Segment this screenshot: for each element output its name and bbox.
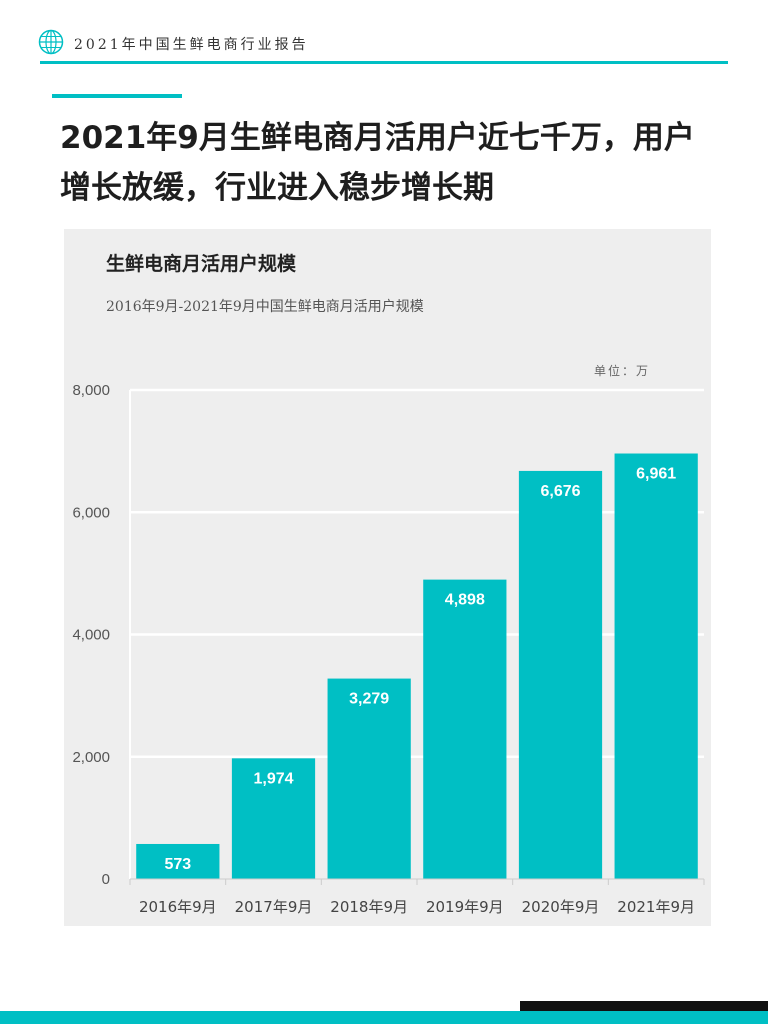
x-tick-label: 2016年9月 (139, 898, 217, 916)
chart-title: 生鲜电商月活用户规模 (106, 253, 297, 275)
y-tick-label: 2,000 (72, 749, 110, 766)
y-tick-label: 6,000 (72, 504, 110, 521)
bar (423, 579, 507, 879)
headline-accent-line (52, 94, 182, 98)
report-header: 2021年中国生鲜电商行业报告 (38, 26, 728, 62)
bar (327, 678, 411, 879)
bar-value-label: 1,974 (253, 770, 293, 787)
chart-subtitle: 2016年9月-2021年9月中国生鲜电商月活用户规模 (106, 299, 424, 315)
bar-value-label: 573 (164, 856, 191, 873)
y-tick-label: 4,000 (72, 627, 110, 644)
y-tick-label: 8,000 (72, 382, 110, 399)
footer-black-strip (520, 1001, 768, 1011)
x-tick-label: 2018年9月 (330, 898, 408, 916)
y-tick-label: 0 (102, 871, 110, 888)
x-tick-label: 2019年9月 (426, 898, 504, 916)
header-divider (40, 61, 728, 64)
bar-chart: 0 2,000 4,000 6,000 8,000 573 2016年9月 1,974 2017… (72, 382, 705, 916)
bar-value-label: 6,676 (540, 483, 580, 500)
bar (518, 470, 603, 879)
chart-panel: 生鲜电商月活用户规模 2016年9月-2021年9月中国生鲜电商月活用户规模 单… (64, 229, 711, 926)
bar (136, 843, 220, 879)
bar-value-label: 6,961 (636, 466, 676, 483)
bar-value-label: 4,898 (445, 592, 485, 609)
page-headline: 2021年9月生鲜电商月活用户近七千万，用户增长放缓，行业进入稳步增长期 (60, 120, 695, 206)
bar (614, 453, 698, 879)
bar-value-label: 3,279 (349, 691, 389, 708)
unit-label: 单位：万 (594, 364, 651, 378)
bar (231, 758, 316, 879)
x-tick-label: 2017年9月 (235, 898, 313, 916)
x-tick-label: 2021年9月 (617, 898, 695, 916)
x-tick-label: 2020年9月 (522, 898, 600, 916)
footer-accent-bar (0, 1011, 768, 1024)
report-title: 2021年中国生鲜电商行业报告 (74, 37, 309, 53)
globe-logo-icon (38, 29, 64, 55)
